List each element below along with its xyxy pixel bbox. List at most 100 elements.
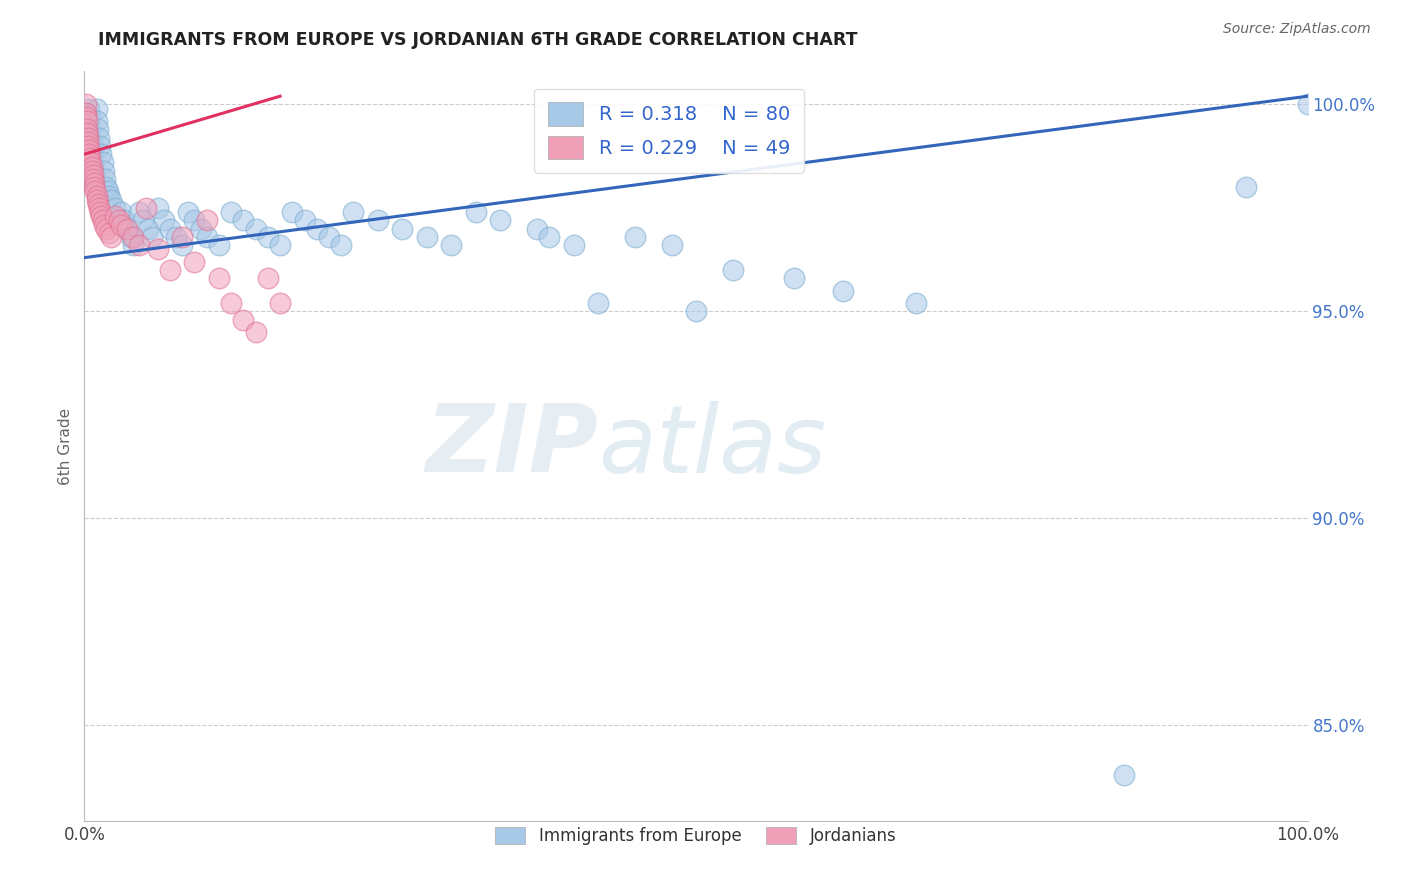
Point <box>104 201 127 215</box>
Point <box>269 296 291 310</box>
Point <box>128 205 150 219</box>
Point <box>75 105 97 120</box>
Point <box>232 312 254 326</box>
Point <box>831 284 853 298</box>
Legend: Immigrants from Europe, Jordanians: Immigrants from Europe, Jordanians <box>486 819 905 854</box>
Point <box>100 193 122 207</box>
Point <box>89 139 111 153</box>
Point <box>159 263 181 277</box>
Point <box>318 230 340 244</box>
Point <box>159 221 181 235</box>
Point <box>77 130 100 145</box>
Point <box>86 188 108 202</box>
Point <box>120 230 142 244</box>
Point <box>83 176 105 190</box>
Point <box>104 209 127 223</box>
Point <box>96 180 118 194</box>
Point <box>172 238 194 252</box>
Point <box>219 205 242 219</box>
Point <box>110 205 132 219</box>
Point <box>82 160 104 174</box>
Point <box>135 201 157 215</box>
Point <box>128 238 150 252</box>
Point <box>75 118 97 132</box>
Point <box>80 163 103 178</box>
Point <box>86 193 108 207</box>
Point <box>257 230 280 244</box>
Point <box>624 230 647 244</box>
Point <box>269 238 291 252</box>
Point <box>80 135 103 149</box>
Point <box>82 168 104 182</box>
Text: IMMIGRANTS FROM EUROPE VS JORDANIAN 6TH GRADE CORRELATION CHART: IMMIGRANTS FROM EUROPE VS JORDANIAN 6TH … <box>98 31 858 49</box>
Point <box>82 151 104 165</box>
Point <box>87 197 110 211</box>
Point <box>122 238 145 252</box>
Point <box>330 238 353 252</box>
Point <box>1236 180 1258 194</box>
Point <box>87 130 110 145</box>
Point <box>538 230 561 244</box>
Point <box>76 122 98 136</box>
Point <box>110 218 132 232</box>
Point <box>90 209 112 223</box>
Point <box>208 238 231 252</box>
Point <box>146 201 169 215</box>
Point <box>177 205 200 219</box>
Point <box>132 213 155 227</box>
Point <box>153 213 176 227</box>
Point <box>685 304 707 318</box>
Point <box>83 168 105 182</box>
Point <box>76 114 98 128</box>
Point <box>77 139 100 153</box>
Y-axis label: 6th Grade: 6th Grade <box>58 408 73 484</box>
Point <box>245 325 267 339</box>
Point <box>661 238 683 252</box>
Point <box>89 205 111 219</box>
Point <box>100 230 122 244</box>
Point <box>905 296 928 310</box>
Point <box>77 160 100 174</box>
Point <box>122 230 145 244</box>
Point <box>76 127 98 141</box>
Point <box>77 102 100 116</box>
Point <box>281 205 304 219</box>
Point <box>75 110 97 124</box>
Point <box>79 122 101 136</box>
Point <box>82 172 104 186</box>
Point <box>115 221 138 235</box>
Point <box>1114 768 1136 782</box>
Point <box>84 185 107 199</box>
Point <box>91 155 114 169</box>
Point <box>75 105 97 120</box>
Text: ZIP: ZIP <box>425 400 598 492</box>
Point <box>294 213 316 227</box>
Point <box>721 263 744 277</box>
Point <box>232 213 254 227</box>
Point <box>562 238 585 252</box>
Point <box>112 213 135 227</box>
Point <box>93 163 115 178</box>
Point <box>141 230 163 244</box>
Point <box>190 221 212 235</box>
Point <box>77 168 100 182</box>
Point <box>195 230 218 244</box>
Point <box>391 221 413 235</box>
Point <box>87 201 110 215</box>
Point <box>165 230 187 244</box>
Point <box>172 230 194 244</box>
Point <box>183 213 205 227</box>
Point <box>1296 97 1319 112</box>
Point <box>80 143 103 157</box>
Point <box>76 127 98 141</box>
Point <box>77 147 100 161</box>
Point <box>219 296 242 310</box>
Point <box>86 114 108 128</box>
Point <box>97 226 120 240</box>
Point <box>342 205 364 219</box>
Point <box>107 213 129 227</box>
Point <box>136 221 159 235</box>
Point <box>94 172 117 186</box>
Point <box>93 218 115 232</box>
Point <box>489 213 512 227</box>
